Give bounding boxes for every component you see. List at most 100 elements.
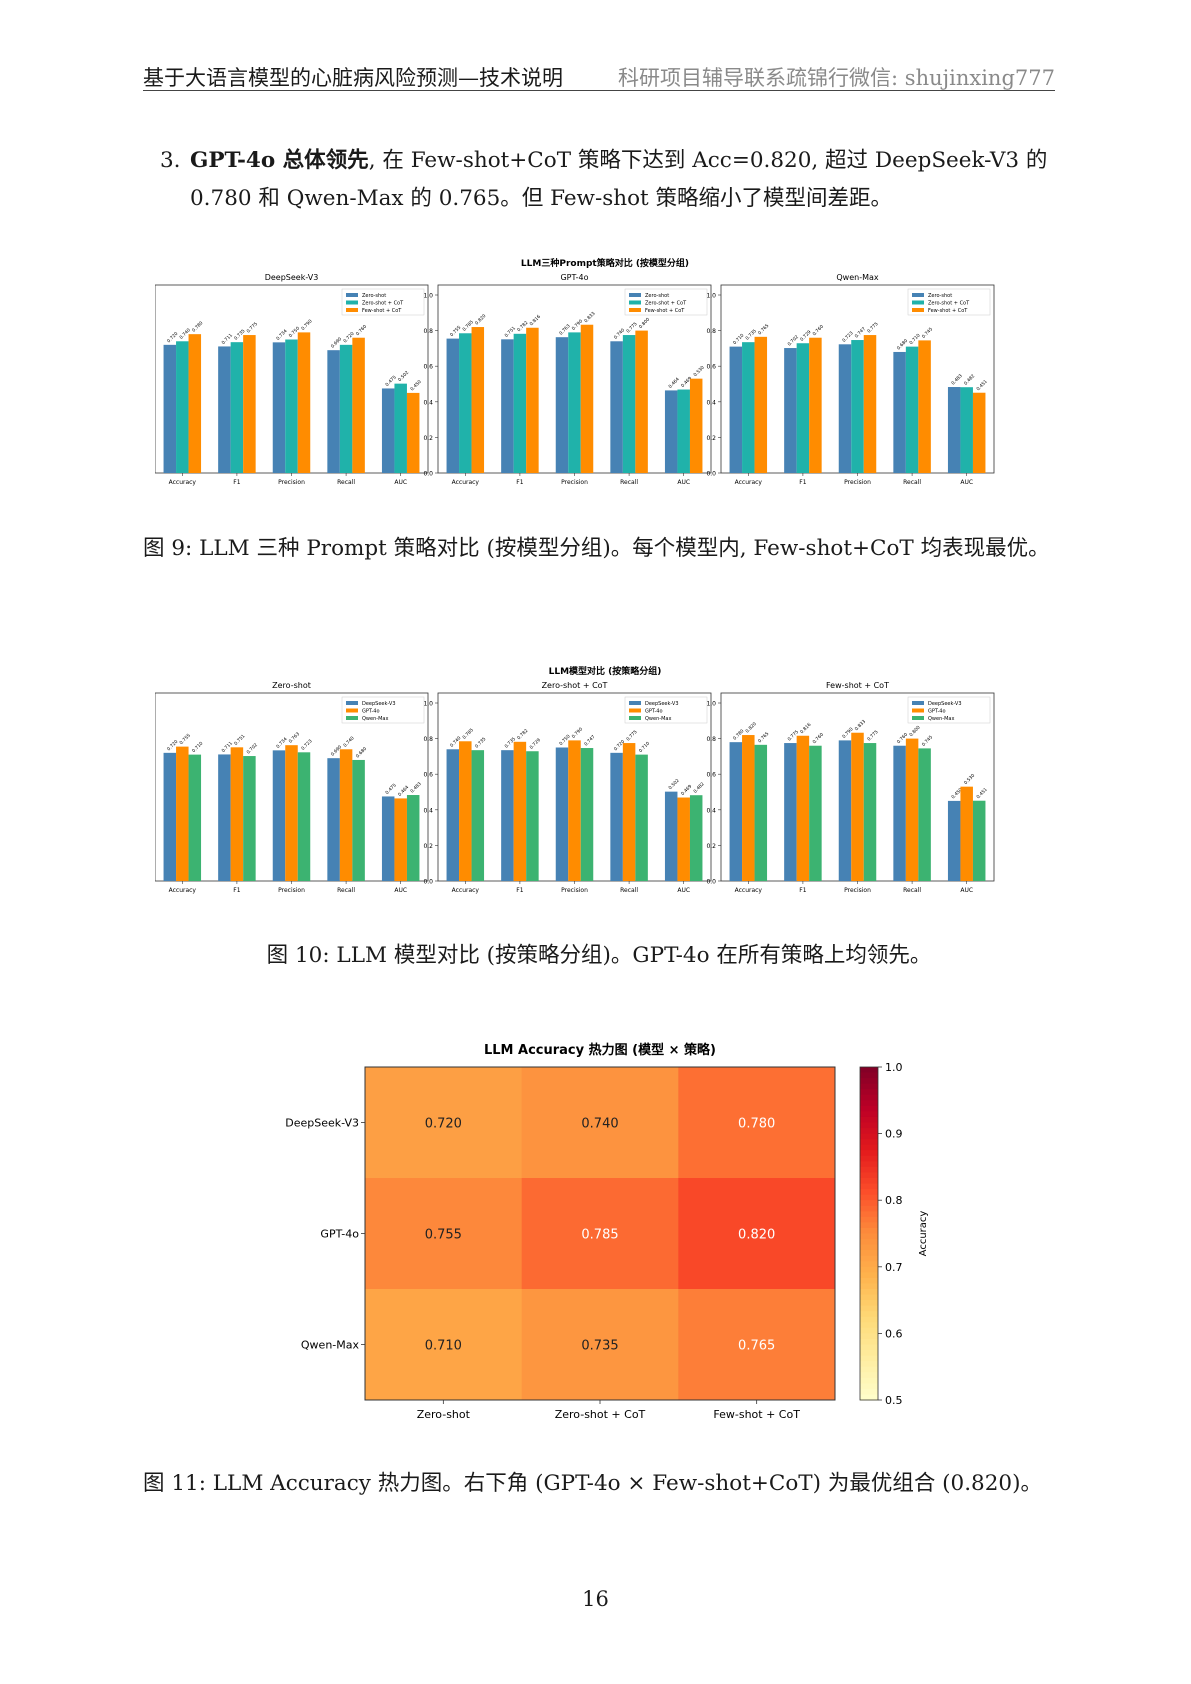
x-tick-label: Recall (337, 887, 355, 894)
bar (501, 750, 514, 881)
x-tick-label: Accuracy (735, 887, 763, 894)
heatmap-value: 0.755 (425, 1228, 462, 1243)
bar (176, 746, 189, 881)
panel-title: DeepSeek-V3 (265, 273, 319, 282)
bar (754, 336, 768, 473)
colorbar-segment (860, 1122, 878, 1129)
colorbar-segment (860, 1150, 878, 1157)
bar (459, 333, 472, 473)
bar (406, 392, 420, 473)
bar (742, 735, 755, 881)
figure-10-caption: 图 10: LLM 模型对比 (按策略分组)。GPT-4o 在所有策略上均领先。 (266, 943, 932, 968)
colorbar-segment (860, 1255, 878, 1262)
heatmap-cell (365, 1289, 523, 1401)
y-tick-label: 0.8 (706, 736, 716, 743)
y-tick-label: 0.2 (706, 435, 716, 442)
bar (272, 342, 286, 473)
legend-swatch (629, 308, 641, 312)
x-tick-label: AUC (960, 887, 973, 894)
x-tick-label: Recall (337, 479, 355, 486)
bar (297, 752, 311, 881)
heatmap-value: 0.785 (581, 1228, 618, 1243)
bar (972, 800, 986, 881)
bar (188, 754, 202, 881)
bar (327, 350, 340, 473)
bar (580, 748, 594, 881)
bar (163, 752, 177, 881)
colorbar-segment (860, 1350, 878, 1357)
bar (526, 327, 539, 473)
y-tick-label: 0.2 (423, 435, 433, 442)
colorbar-segment (860, 1189, 878, 1196)
legend-label: DeepSeek-V3 (362, 701, 396, 707)
header-contact: 科研项目辅导联系疏锦行微信: shujinxing777 (618, 66, 1055, 90)
figure-title: LLM模型对比 (按策略分组) (549, 665, 662, 677)
heatmap-value: 0.765 (738, 1339, 775, 1354)
figure-11-caption: 图 11: LLM Accuracy 热力图。右下角 (GPT-4o × Few… (143, 1471, 1042, 1496)
colorbar-segment (860, 1261, 878, 1268)
bar (285, 339, 298, 473)
colorbar-segment (860, 1244, 878, 1251)
bar (580, 324, 594, 473)
colorbar-segment (860, 1100, 878, 1107)
legend-label: Zero-shot (645, 293, 669, 299)
legend-swatch (629, 300, 641, 305)
x-tick-label: AUC (677, 887, 690, 894)
bar (664, 390, 678, 473)
bar (729, 346, 743, 473)
legend-label: DeepSeek-V3 (645, 701, 679, 707)
x-tick-label: Precision (844, 479, 871, 486)
x-tick-label: F1 (516, 887, 523, 894)
colorbar-segment (860, 1083, 878, 1090)
y-tick-label: 0.8 (423, 736, 433, 743)
panel-1: Zero-shot + CoT 0.0 0.2 0.4 0.6 0.8 1.0 Accurac… (423, 681, 712, 894)
col-label: Zero-shot (417, 1408, 471, 1421)
colorbar-segment (860, 1161, 878, 1168)
panel-title: Few-shot + CoT (826, 681, 889, 690)
bar (513, 741, 527, 881)
row-label: GPT-4o (320, 1228, 359, 1241)
legend-swatch (346, 716, 358, 720)
colorbar-tick-label: 0.8 (885, 1194, 903, 1207)
x-tick-label: Accuracy (735, 479, 763, 486)
bar (406, 795, 420, 881)
colorbar-frame (859, 1066, 879, 1401)
bar (513, 333, 527, 473)
x-tick-label: Precision (561, 887, 588, 894)
legend-swatch (629, 708, 641, 713)
y-tick-label: 0.2 (706, 843, 716, 850)
legend-swatch (346, 308, 358, 312)
bar (689, 795, 703, 881)
y-tick-label: 0.0 (706, 471, 716, 478)
bar (230, 342, 244, 473)
figure-10: LLM模型对比 (按策略分组)Zero-shot0.00.20.40.60.81… (155, 665, 995, 894)
colorbar-segment (860, 1227, 878, 1235)
colorbar-segment (860, 1216, 878, 1223)
bar (784, 743, 797, 881)
heatmap-cell (678, 1067, 836, 1179)
legend-label: Zero-shot (928, 293, 952, 299)
bar (972, 392, 986, 473)
bar (905, 346, 919, 473)
bar (729, 742, 743, 881)
legend-swatch (346, 708, 358, 713)
bar (339, 749, 353, 881)
y-tick-label: 1.0 (423, 293, 433, 300)
bar (176, 341, 189, 473)
colorbar-segment (860, 1383, 878, 1390)
colorbar-segment (860, 1222, 878, 1229)
legend-label: Qwen-Max (362, 716, 388, 722)
bar (742, 342, 755, 473)
bar (352, 337, 365, 473)
colorbar-segment (860, 1361, 878, 1368)
legend-swatch (629, 701, 641, 705)
heatmap-cell (521, 1067, 679, 1179)
bar (394, 383, 407, 473)
y-tick-label: 1.0 (423, 701, 433, 708)
legend-label: DeepSeek-V3 (928, 701, 962, 707)
y-tick-label: 1.0 (706, 701, 716, 708)
page-number: 16 (582, 1587, 609, 1611)
colorbar-segment (860, 1072, 878, 1079)
